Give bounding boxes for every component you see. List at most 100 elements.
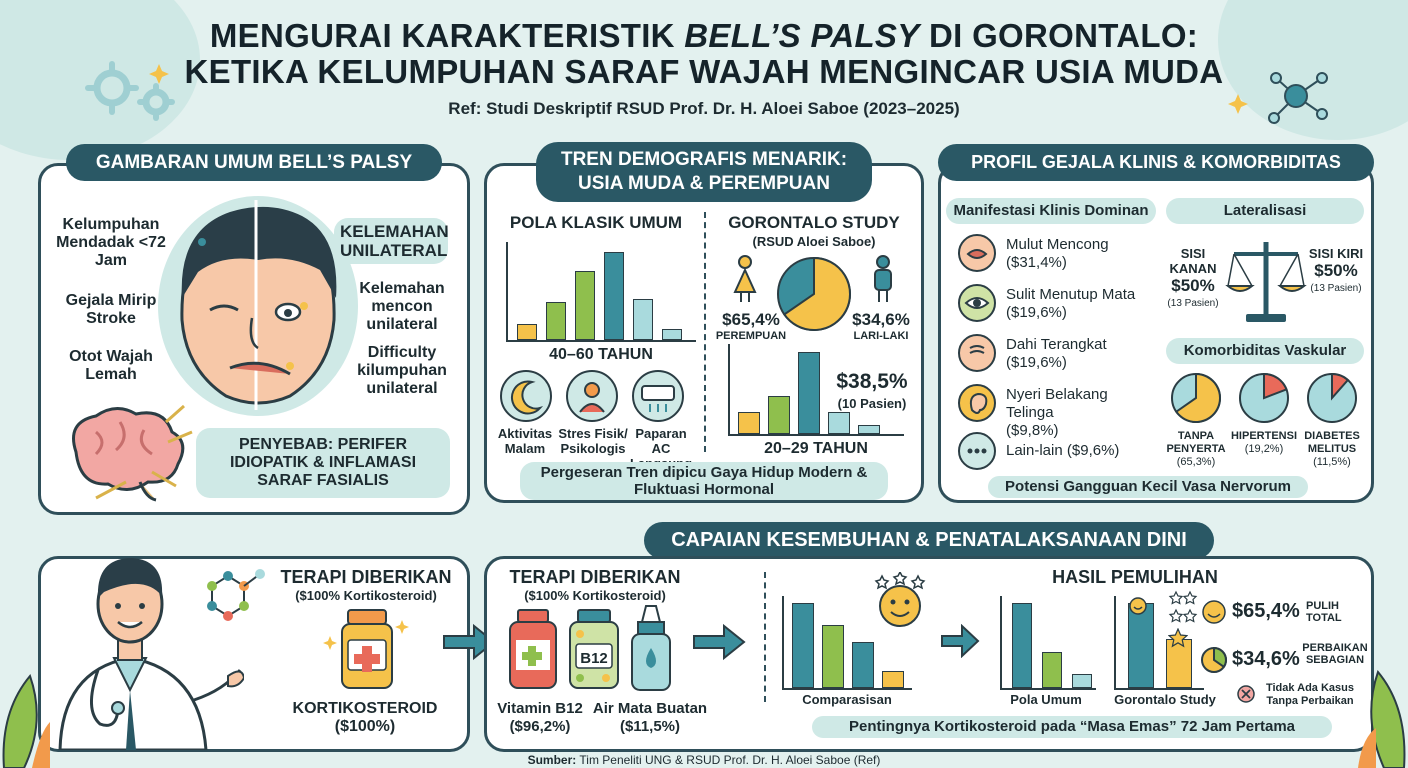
general-bar-5: [633, 299, 653, 340]
full-recovery-label: PULIH TOTAL: [1306, 600, 1342, 624]
mouth-icon: [958, 234, 996, 272]
comorb-3-label: DIABETES MELITUS: [1304, 430, 1360, 455]
source-line: Sumber: Tim Peneliti UNG & RSUD Prof. Dr…: [0, 753, 1408, 767]
study-bar-2: [768, 396, 790, 434]
compare-bar-1: [792, 603, 814, 688]
general-result-chart: [1000, 596, 1096, 690]
therapy-subtitle: ($100% Kortikosteroid): [295, 588, 437, 603]
comorb-none-pie-slice: [1174, 372, 1221, 423]
symptom-3-name: Dahi Terangkat: [1006, 336, 1107, 353]
right-side: SISI KANAN $50% (13 Pasien): [1162, 246, 1224, 311]
tears-value: ($11,5%): [619, 718, 681, 735]
study-subtitle: (RSUD Aloei Saboe): [752, 234, 876, 249]
left-side-label: SISI KIRI: [1308, 246, 1364, 261]
left-side: SISI KIRI $50% (13 Pasien): [1304, 246, 1368, 296]
comorb-1-value: (65,3%): [1176, 456, 1216, 468]
study-result-chart: [1114, 596, 1204, 690]
right-side-label: SISI KANAN: [1169, 246, 1217, 276]
recovery-footer: Pentingnya Kortikosteroid pada “Masa Ema…: [812, 716, 1332, 738]
title-line2: KETIKA KELUMPUHAN SARAF WAJAH MENGINCAR …: [184, 53, 1224, 90]
female-label: PEREMPUAN: [715, 330, 787, 342]
symptom-2-name: Sulit Menutup Mata: [1006, 286, 1136, 303]
study-age-bars: [730, 344, 906, 434]
clinical-heading: PROFIL GEJALA KLINIS & KOMORBIDITAS: [938, 144, 1374, 181]
symptom-3: Dahi Terangkat ($19,6%): [1006, 336, 1156, 372]
cortico-value: ($100%): [334, 718, 396, 735]
therapy-title: TERAPI DIBERIKAN: [280, 567, 452, 587]
overview-heading: GAMBARAN UMUM BELL’S PALSY: [66, 144, 442, 181]
no-case-icon: [1237, 685, 1255, 703]
cause-box: PENYEBAB: PERIFER IDIOPATIK & INFLAMASI …: [196, 428, 450, 498]
young-pct: $38,5%: [836, 370, 908, 393]
overview-label-weakness: Kelemahan mencon unilateral: [359, 280, 445, 333]
comorb-1-label: TANPA PENYERTA: [1166, 430, 1226, 455]
general-result-bar-1: [1012, 603, 1032, 688]
recovery-divider: [764, 572, 766, 702]
male-icon: [874, 255, 892, 302]
male-pct: $34,6%: [852, 310, 910, 329]
symptom-5: Lain-lain ($9,6%): [1006, 442, 1156, 460]
face-pointer-dot-3: [286, 362, 294, 370]
comorb-title: Komorbiditas Vaskular: [1166, 338, 1364, 364]
general-result-bar-3: [1072, 674, 1092, 688]
gears-icon: [85, 61, 175, 121]
vitamin-b12: Vitamin B12 ($96,2%): [490, 700, 590, 736]
general-bar-3: [575, 271, 595, 340]
night-activity-icon: [500, 370, 552, 422]
title-part-c: DI GORONTALO:: [919, 17, 1199, 54]
star-icon: [1168, 628, 1188, 648]
ear-icon: [958, 384, 996, 422]
full-recovery-pct: $65,4%: [1232, 600, 1300, 622]
comorb-diabetes-pie-slice: [1331, 372, 1350, 401]
recovery-heading: CAPAIAN KESEMBUHAN & PENATALAKSANAAN DIN…: [644, 522, 1214, 559]
trigger-night: Aktivitas Malam: [497, 426, 553, 456]
face-pointer-dot-2: [300, 302, 308, 310]
face-illustration: [180, 200, 337, 410]
comorb-pie-hypertension: [1239, 372, 1289, 423]
overview-label-difficulty: Difficulty kilumpuhan unilateral: [357, 344, 447, 397]
study-bar-3: [798, 352, 820, 434]
molecule-icon: [1228, 72, 1328, 124]
face-pointer-dot-1: [198, 238, 206, 246]
doctor-illustration: [58, 558, 244, 750]
comorb-1: TANPA PENYERTA (65,3%): [1160, 430, 1232, 469]
partial-recovery-label: PERBAIKAN SEBAGIAN: [1302, 642, 1368, 666]
study-bar-1: [738, 412, 760, 434]
left-side-pct: $50%: [1314, 261, 1358, 280]
demographics-heading: TREN DEMOGRAFIS MENARIK: USIA MUDA & PER…: [536, 142, 872, 202]
hexagon-molecule-icon: [207, 569, 265, 621]
study-result-bar-2: [1166, 639, 1192, 688]
general-pattern-title: POLA KLASIK UMUM: [509, 213, 683, 232]
general-pattern-chart: [506, 242, 696, 342]
young-count: (10 Pasien): [837, 396, 907, 411]
overview-label-stroke: Gejala Mirip Stroke: [65, 292, 157, 327]
overview-label-sudden: Kelumpuhan Mendadak <72 Jam: [56, 216, 166, 269]
compare-bar-4: [882, 671, 904, 688]
study-result-bars: [1116, 596, 1206, 688]
study-age: 20–29 TAHUN: [764, 440, 868, 457]
eye-icon: [958, 284, 996, 322]
leaf-right-icon: [1358, 670, 1406, 768]
general-bar-6: [662, 329, 682, 340]
study-bar-5: [858, 425, 880, 434]
source-text: Tim Peneliti UNG & RSUD Prof. Dr. H. Alo…: [576, 753, 881, 767]
cross-bottle-icon: [509, 609, 557, 689]
comorb-hypertension-pie-slice: [1263, 372, 1288, 400]
lateral-title: Lateralisasi: [1166, 198, 1364, 224]
symptom-1-name: Mulut Mencong: [1006, 236, 1109, 253]
symptom-4: Nyeri Belakang Telinga ($9,8%): [1006, 386, 1156, 440]
overview-label-weak-muscle: Otot Wajah Lemah: [69, 348, 153, 383]
gender-pie: [777, 256, 851, 331]
tears-label: Air Mata Buatan: [592, 700, 708, 717]
more-icon: [958, 432, 996, 470]
scale-icon: [1225, 242, 1307, 322]
stress-icon: [566, 370, 618, 422]
compare-bar-2: [822, 625, 844, 688]
reference-line: Ref: Studi Deskriptif RSUD Prof. Dr. H. …: [448, 99, 960, 118]
symptom-2: Sulit Menutup Mata ($19,6%): [1006, 286, 1156, 322]
air-conditioner-icon: [641, 385, 675, 412]
left-side-count: (13 Pasien): [1310, 283, 1362, 294]
small-smiley-icon: [1129, 597, 1147, 615]
study-bar-4: [828, 412, 850, 434]
vit-value: ($96,2%): [509, 718, 571, 735]
